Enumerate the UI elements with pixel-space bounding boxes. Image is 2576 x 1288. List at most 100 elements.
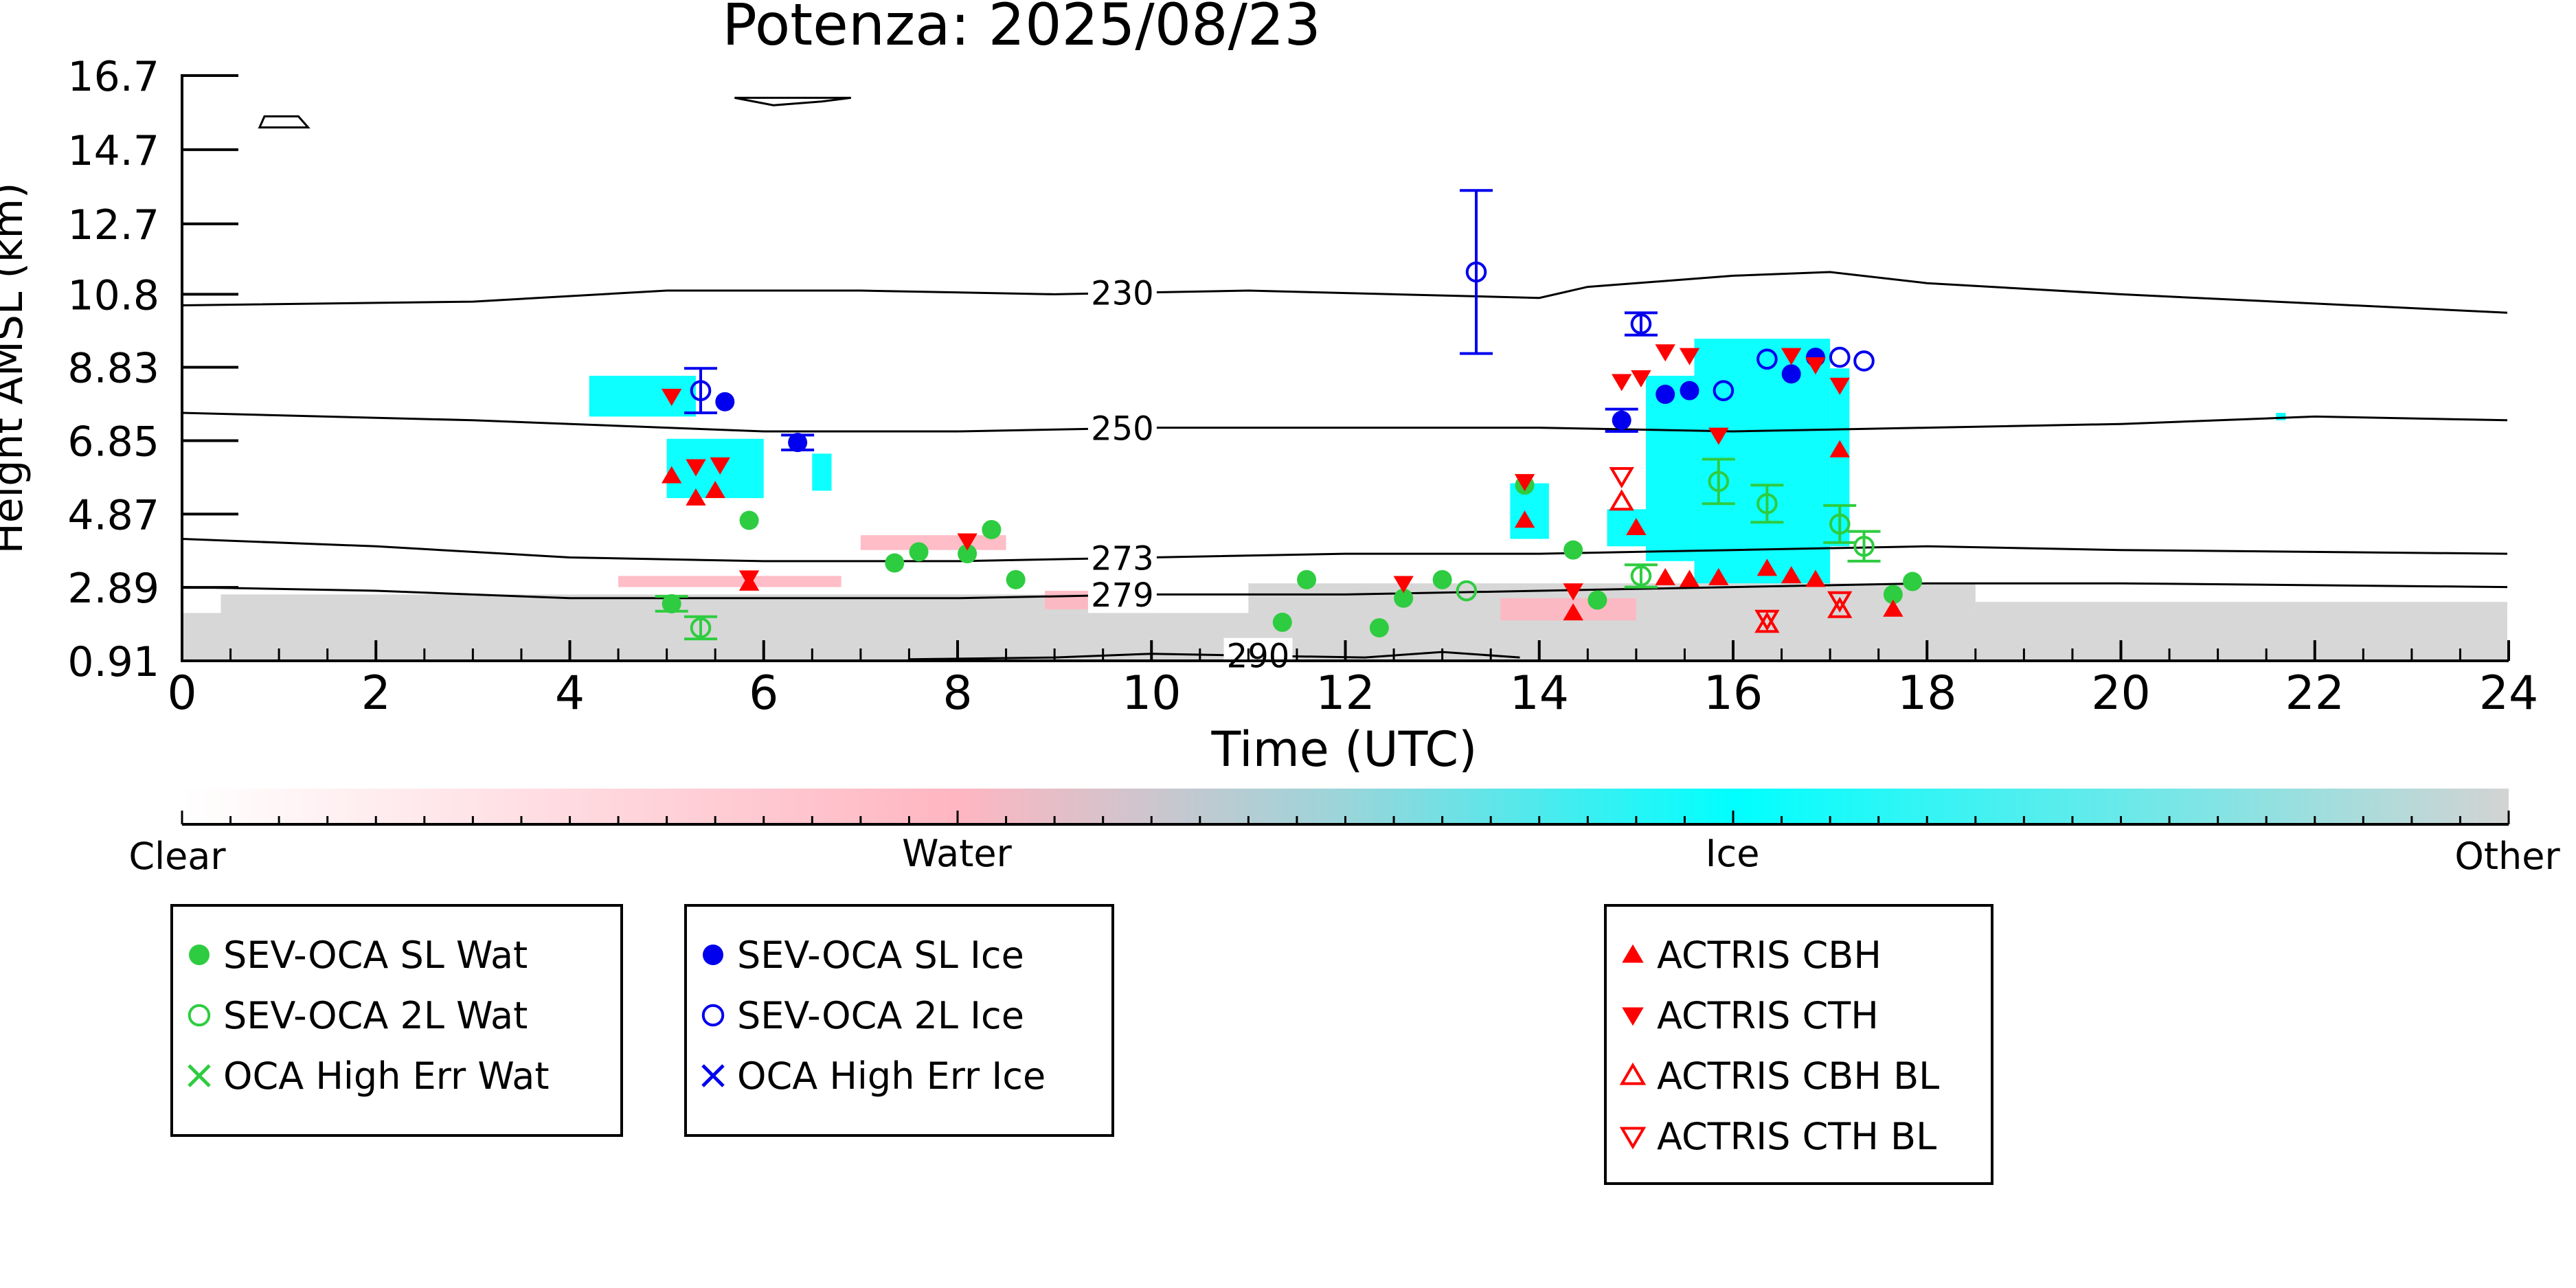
isotherm-279 [182, 582, 2507, 600]
series-sev-oca-2l-wat [684, 457, 1881, 641]
y-tick-label-14.7: 14.7 [67, 127, 159, 175]
marker-sev-oca-sl-ice-0 [715, 392, 735, 411]
marker-sev-oca-2l-wat-0 [690, 617, 712, 639]
marker-actris-cbh-9 [1708, 567, 1729, 585]
series-actris-cbh [661, 440, 1903, 621]
closed-contour-1 [734, 96, 851, 106]
isotherm-label-bg-279 [1087, 577, 1157, 613]
isotherm-label-279: 279 [1091, 576, 1154, 615]
marker-actris-cbh-0 [661, 466, 682, 484]
marker-actris-cth-9 [1631, 370, 1651, 388]
marker-actris-cbh-10 [1756, 558, 1778, 576]
marker-actris-cbh-14 [1883, 599, 1903, 617]
marker-actris-cbh-bl-0 [1609, 489, 1634, 511]
marker-sev-oca-sl-wat-7 [1272, 612, 1292, 632]
isotherm-label-bg-250 [1087, 410, 1157, 447]
marker-sev-oca-sl-wat-14 [1588, 590, 1607, 610]
isotherm-contours [182, 96, 2507, 661]
cloud-region-ice-10 [812, 453, 832, 491]
errorbar-sev-oca-2l-ice-1 [1460, 189, 1493, 355]
legend-marker-sev-oca-sl-ice [703, 945, 723, 965]
legend-marker-actris-cth-bl [1619, 1127, 1647, 1150]
x-tick-label-20: 20 [2091, 666, 2151, 721]
marker-actris-cth-bl-0 [1609, 467, 1634, 488]
x-tick-label-14: 14 [1509, 666, 1569, 721]
marker-sev-oca-sl-wat-15 [1883, 585, 1903, 605]
legend-marker-sev-oca-2l-wat [188, 1004, 211, 1027]
y-axis-label: Height AMSL (km) [0, 183, 32, 554]
marker-sev-oca-sl-ice-1 [788, 433, 808, 453]
marker-sev-oca-sl-wat-13 [1563, 540, 1583, 560]
marker-sev-oca-2l-ice-3 [1713, 380, 1735, 401]
marker-actris-cth-4 [957, 533, 978, 551]
legend-marker-actris-cbh [1622, 944, 1644, 963]
marker-actris-cth-2 [710, 457, 730, 475]
series-actris-cth-bl [1609, 467, 1853, 631]
cloud-region-water-5 [860, 535, 1006, 550]
marker-sev-oca-sl-ice-5 [1781, 364, 1801, 384]
marker-actris-cbh-8 [1679, 569, 1700, 587]
marker-sev-oca-2l-wat-4 [1756, 493, 1778, 515]
legend-label-actris-cbh-bl: ACTRIS CBH BL [1657, 1054, 1939, 1098]
marker-sev-oca-2l-ice-5 [1829, 346, 1851, 368]
legend-item-actris-cbh-bl: ACTRIS CBH BL [1619, 1054, 1939, 1098]
marker-actris-cth-bl-2 [1827, 591, 1853, 613]
legend-marker-actris-cth [1622, 1007, 1644, 1026]
series-sev-oca-sl-wat [655, 475, 1923, 637]
marker-sev-oca-2l-ice-1 [1465, 261, 1487, 283]
marker-sev-oca-sl-wat-8 [1297, 569, 1317, 589]
legend-frame-3 [1604, 904, 1993, 1185]
marker-actris-cth-10 [1655, 344, 1675, 362]
legend-item-actris-cth-bl: ACTRIS CTH BL [1619, 1115, 1936, 1158]
colorbar: Clear Water Ice Other [128, 789, 2560, 878]
marker-actris-cbh-11 [1781, 566, 1802, 584]
legend-marker-sev-oca-sl-wat [189, 945, 210, 965]
series-actris-cbh-bl [1609, 489, 1853, 633]
x-tick-label-22: 22 [2285, 666, 2345, 721]
marker-sev-oca-sl-ice-2 [1612, 410, 1631, 430]
marker-actris-cbh-4 [1514, 510, 1535, 528]
legend-box-1: SEV-OCA SL Wat SEV-OCA 2L Wat OCA High Err… [170, 904, 623, 1137]
errorbar-sev-oca-2l-ice-0 [684, 367, 718, 415]
errorbar-sev-oca-2l-wat-3 [1702, 457, 1735, 506]
marker-actris-cbh-6 [1626, 518, 1647, 536]
marker-actris-cbh-bl-1 [1754, 611, 1780, 633]
legend-frame-2 [684, 904, 1114, 1137]
y-tick-label-10.8: 10.8 [67, 271, 159, 319]
x-tick-label-18: 18 [1897, 666, 1957, 721]
marker-sev-oca-sl-wat-3 [909, 542, 929, 562]
legend-item-sev-oca-2l-wat: SEV-OCA 2L Wat [188, 994, 528, 1037]
legend-item-actris-cbh: ACTRIS CBH [1622, 934, 1882, 977]
marker-actris-cbh-1 [686, 488, 706, 506]
colorbar-label-water: Water [902, 832, 1012, 875]
marker-actris-cth-8 [1612, 374, 1632, 392]
errorbar-sev-oca-2l-ice-2 [1624, 311, 1658, 337]
marker-sev-oca-2l-ice-2 [1630, 313, 1652, 335]
y-tick-label-12.7: 12.7 [67, 201, 159, 249]
marker-sev-oca-2l-ice-6 [1853, 350, 1875, 372]
legend-item-oca-high-err-ice: OCA High Err Ice [701, 1054, 1046, 1098]
errorbar-sev-oca-2l-wat-5 [1823, 504, 1857, 544]
legend-item-oca-high-err-wat: OCA High Err Wat [188, 1054, 550, 1098]
marker-sev-oca-sl-wat-10 [1394, 588, 1414, 608]
y-tick-label-0.91: 0.91 [67, 638, 159, 686]
chart-title: Potenza: 2025/08/23 [722, 0, 1321, 58]
cloud-mask-layer [182, 339, 2507, 661]
isotherm-230 [182, 271, 2507, 314]
errorbar-sev-oca-2l-wat-0 [684, 615, 718, 641]
marker-sev-oca-sl-wat-0 [662, 594, 681, 613]
marker-sev-oca-2l-wat-2 [1630, 565, 1652, 587]
isotherm-label-290: 290 [1227, 637, 1290, 676]
legend-marker-oca-high-err-ice [701, 1064, 725, 1087]
marker-actris-cth-1 [686, 459, 706, 477]
y-tick-label-16.7: 16.7 [67, 53, 159, 101]
x-tick-label-12: 12 [1315, 666, 1375, 721]
marker-actris-cbh-bl-2 [1827, 596, 1853, 618]
x-tick-label-0: 0 [167, 666, 196, 721]
marker-actris-cbh-12 [1805, 569, 1826, 587]
marker-sev-oca-sl-wat-9 [1369, 618, 1389, 637]
legend-marker-actris-cbh-bl [1619, 1062, 1647, 1085]
cloud-region-ice-16 [2276, 413, 2286, 420]
